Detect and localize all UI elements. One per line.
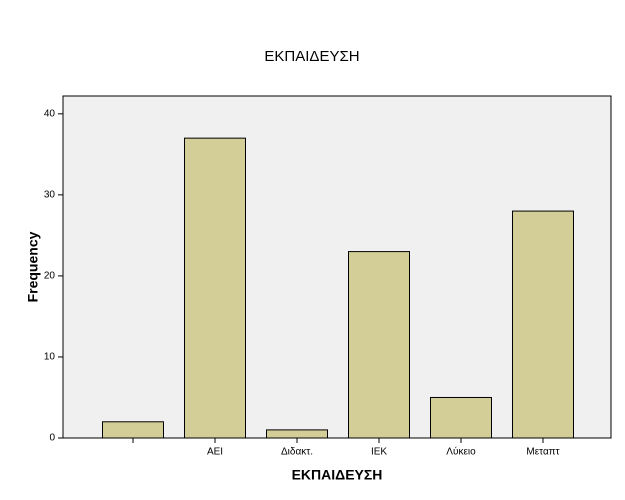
x-tick-label: Μεταπτ [526, 447, 559, 458]
y-tick-label: 0 [49, 433, 55, 444]
y-tick-label: 30 [44, 190, 56, 201]
x-tick-label: Λύκειο [446, 446, 476, 458]
x-tick-label: ΑΕΙ [207, 447, 223, 458]
x-axis-title: ΕΚΠΑΙΔΕΥΣΗ [292, 467, 383, 483]
y-tick-label: 40 [44, 108, 56, 119]
y-tick-label: 10 [44, 352, 56, 363]
x-tick-label: ΙΕΚ [371, 447, 387, 458]
bar [266, 429, 328, 439]
bar [430, 396, 492, 439]
x-tick-label: Διδακτ. [281, 447, 313, 458]
y-axis-title: Frequency [25, 231, 41, 302]
bar [512, 210, 574, 439]
bar [348, 251, 410, 439]
y-tick-label: 20 [44, 271, 56, 282]
bar [184, 137, 246, 439]
chart-title: ΕΚΠΑΙΔΕΥΣΗ [264, 48, 359, 65]
bar [102, 421, 164, 439]
